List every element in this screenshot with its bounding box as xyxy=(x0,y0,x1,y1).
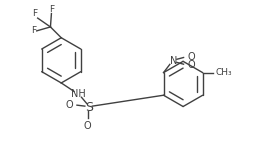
Text: CH₃: CH₃ xyxy=(216,68,233,77)
Text: O: O xyxy=(84,121,92,132)
Text: O: O xyxy=(187,52,195,61)
Text: N: N xyxy=(170,56,177,66)
Text: NH: NH xyxy=(70,89,85,99)
Text: O: O xyxy=(65,100,73,110)
Text: F: F xyxy=(32,9,38,18)
Text: O: O xyxy=(187,60,195,70)
Text: F: F xyxy=(32,26,37,35)
Text: S: S xyxy=(85,101,93,114)
Text: F: F xyxy=(49,5,54,14)
